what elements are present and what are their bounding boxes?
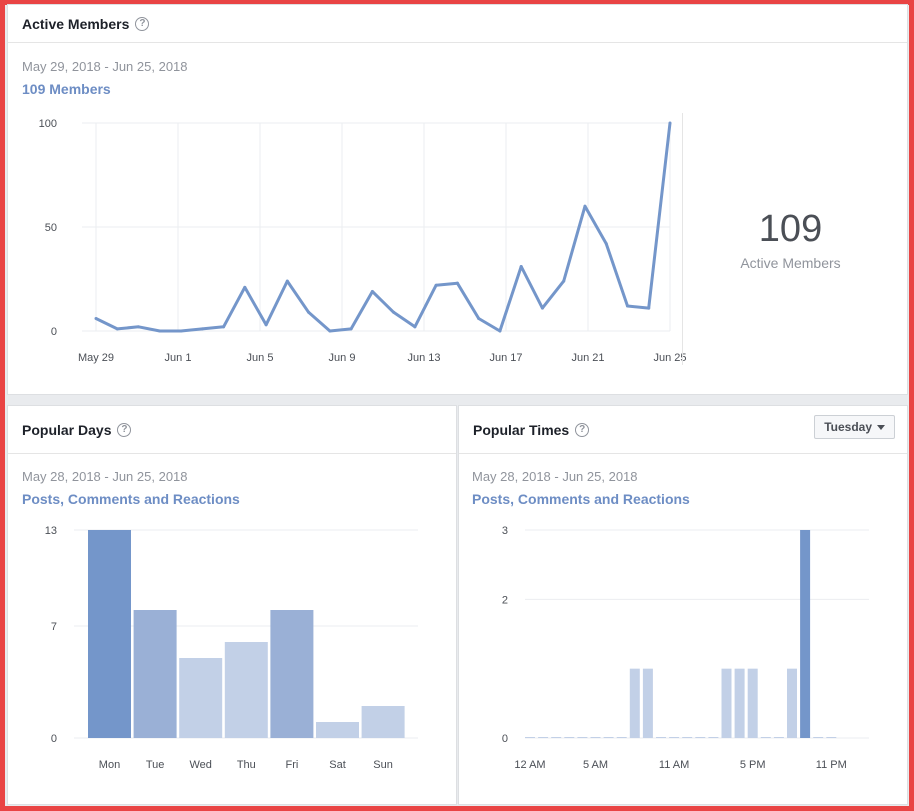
day-label: Wed — [189, 759, 211, 771]
data-point — [604, 242, 608, 246]
data-point — [519, 265, 523, 269]
active-members-header: Active Members ? — [8, 5, 907, 43]
chart-divider — [682, 113, 683, 365]
day-bar — [270, 610, 314, 738]
data-point — [540, 306, 544, 310]
day-bar — [316, 722, 359, 738]
data-point — [158, 329, 162, 333]
active-members-title: Active Members — [22, 15, 130, 32]
active-members-metric-link[interactable]: 109 Members — [22, 81, 111, 97]
hour-bar — [721, 668, 732, 738]
data-point — [179, 329, 183, 333]
active-members-total-caption: Active Members — [740, 255, 841, 271]
data-point — [94, 317, 98, 321]
y-tick-label: 50 — [45, 222, 57, 234]
hour-bar — [747, 668, 758, 738]
data-point — [434, 283, 438, 287]
day-label: Thu — [237, 759, 256, 771]
data-point — [647, 306, 651, 310]
active-members-total: 109 — [758, 208, 823, 250]
data-point — [370, 289, 374, 293]
popular-times-header: Popular Times ? — [459, 406, 907, 454]
data-point — [200, 327, 204, 331]
x-tick-label: Jun 1 — [165, 352, 192, 364]
x-tick-label: Jun 13 — [407, 352, 440, 364]
x-tick-label: Jun 17 — [489, 352, 522, 364]
data-point — [349, 327, 353, 331]
data-point — [243, 285, 247, 289]
day-bar — [179, 658, 223, 738]
data-point — [115, 327, 119, 331]
y-tick-label: 3 — [502, 525, 508, 537]
data-point — [307, 310, 311, 314]
question-circle-icon[interactable]: ? — [575, 422, 590, 437]
day-bar — [88, 530, 131, 738]
data-point — [625, 304, 629, 308]
data-point — [328, 329, 332, 333]
popular-days-panel: Popular Days ? May 28, 2018 - Jun 25, 20… — [7, 405, 457, 805]
data-point — [668, 121, 672, 125]
y-tick-label: 100 — [39, 118, 57, 130]
y-tick-label: 2 — [502, 594, 508, 606]
y-tick-label: 13 — [45, 525, 57, 537]
popular-days-metric-link[interactable]: Posts, Comments and Reactions — [22, 491, 240, 507]
hour-label: 5 PM — [740, 759, 766, 771]
x-tick-label: May 29 — [78, 352, 114, 364]
hour-bar — [787, 668, 797, 738]
caret-down-icon — [877, 424, 885, 430]
data-point — [413, 325, 417, 329]
y-tick-label: 0 — [51, 733, 57, 745]
day-label: Sat — [329, 759, 346, 771]
day-label: Mon — [99, 759, 120, 771]
x-tick-label: Jun 25 — [653, 352, 686, 364]
active-members-line-chart: 0 50 100 May 29 Jun 1 Jun 5 Jun 9 Jun 13 Jun 17 J… — [39, 118, 687, 364]
hour-label: 12 AM — [514, 759, 545, 771]
data-point — [222, 325, 226, 329]
popular-times-bar-chart: 0 2 3 12 AM 5 AM 11 AM 5 PM 11 PM — [502, 525, 869, 771]
day-label: Tue — [146, 759, 165, 771]
data-point — [477, 317, 481, 321]
popular-days-title: Popular Days — [22, 421, 112, 438]
popular-times-title: Popular Times — [473, 421, 570, 438]
day-selector-label: Tuesday — [824, 420, 872, 434]
day-label: Fri — [285, 759, 298, 771]
hour-label: 11 AM — [659, 759, 689, 771]
hour-bar — [629, 668, 640, 738]
y-tick-label: 0 — [51, 326, 57, 338]
data-point — [137, 325, 141, 329]
hour-label: 11 PM — [816, 759, 847, 771]
active-members-series-line — [95, 122, 672, 333]
hour-bar — [734, 668, 745, 738]
y-tick-label: 0 — [502, 733, 508, 745]
active-members-panel: Active Members ? May 29, 2018 - Jun 25, … — [7, 4, 908, 395]
data-point — [583, 204, 587, 208]
data-point — [562, 279, 566, 283]
popular-times-panel: Popular Times ? Tuesday May 28, 2018 - J… — [458, 405, 908, 805]
data-point — [285, 279, 289, 283]
popular-days-date-range: May 28, 2018 - Jun 25, 2018 — [22, 469, 188, 484]
hour-label: 5 AM — [583, 759, 608, 771]
data-point — [264, 323, 268, 327]
data-point — [392, 310, 396, 314]
day-label: Sun — [373, 759, 393, 771]
day-selector-dropdown[interactable]: Tuesday — [814, 415, 895, 439]
question-circle-icon[interactable]: ? — [135, 16, 150, 31]
hour-bar — [800, 530, 811, 738]
popular-days-header: Popular Days ? — [8, 406, 456, 454]
day-bar — [133, 610, 177, 738]
x-tick-label: Jun 9 — [329, 352, 356, 364]
popular-days-bar-chart: 0 7 13 Mon Tue Wed Thu Fri Sat Sun — [45, 525, 418, 771]
data-point — [455, 281, 459, 285]
active-members-date-range: May 29, 2018 - Jun 25, 2018 — [22, 59, 188, 74]
question-circle-icon[interactable]: ? — [117, 422, 132, 437]
data-point — [498, 329, 502, 333]
y-tick-label: 7 — [51, 621, 57, 633]
day-bar — [361, 706, 405, 738]
x-tick-label: Jun 21 — [571, 352, 604, 364]
x-tick-label: Jun 5 — [247, 352, 274, 364]
popular-times-date-range: May 28, 2018 - Jun 25, 2018 — [472, 469, 638, 484]
popular-times-metric-link[interactable]: Posts, Comments and Reactions — [472, 491, 690, 507]
day-bar — [224, 642, 268, 738]
hour-bar — [642, 668, 653, 738]
